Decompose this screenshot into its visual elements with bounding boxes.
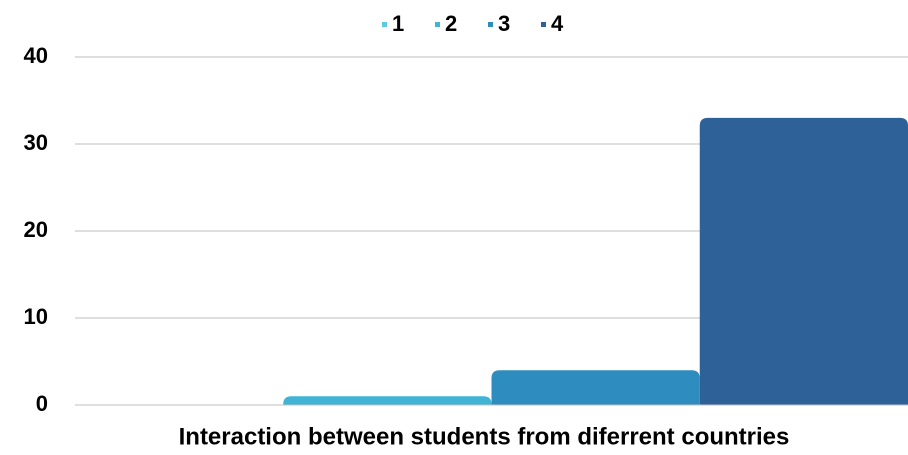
y-tick-label: 10 <box>24 304 48 329</box>
y-tick-label: 20 <box>24 217 48 242</box>
legend-swatch <box>382 22 387 27</box>
y-tick-label: 40 <box>24 43 48 68</box>
bar <box>699 117 908 406</box>
legend-swatch <box>435 22 440 27</box>
legend-label: 3 <box>498 11 510 36</box>
legend-label: 4 <box>551 11 564 36</box>
legend-label: 1 <box>392 11 404 36</box>
legend-swatch <box>488 22 493 27</box>
y-tick-label: 30 <box>24 130 48 155</box>
legend-swatch <box>541 22 546 27</box>
bar <box>283 396 492 405</box>
legend-label: 2 <box>445 11 457 36</box>
x-tick-label: Interaction between students from diferr… <box>179 423 790 450</box>
bar <box>491 370 700 405</box>
y-tick-label: 0 <box>36 391 48 416</box>
